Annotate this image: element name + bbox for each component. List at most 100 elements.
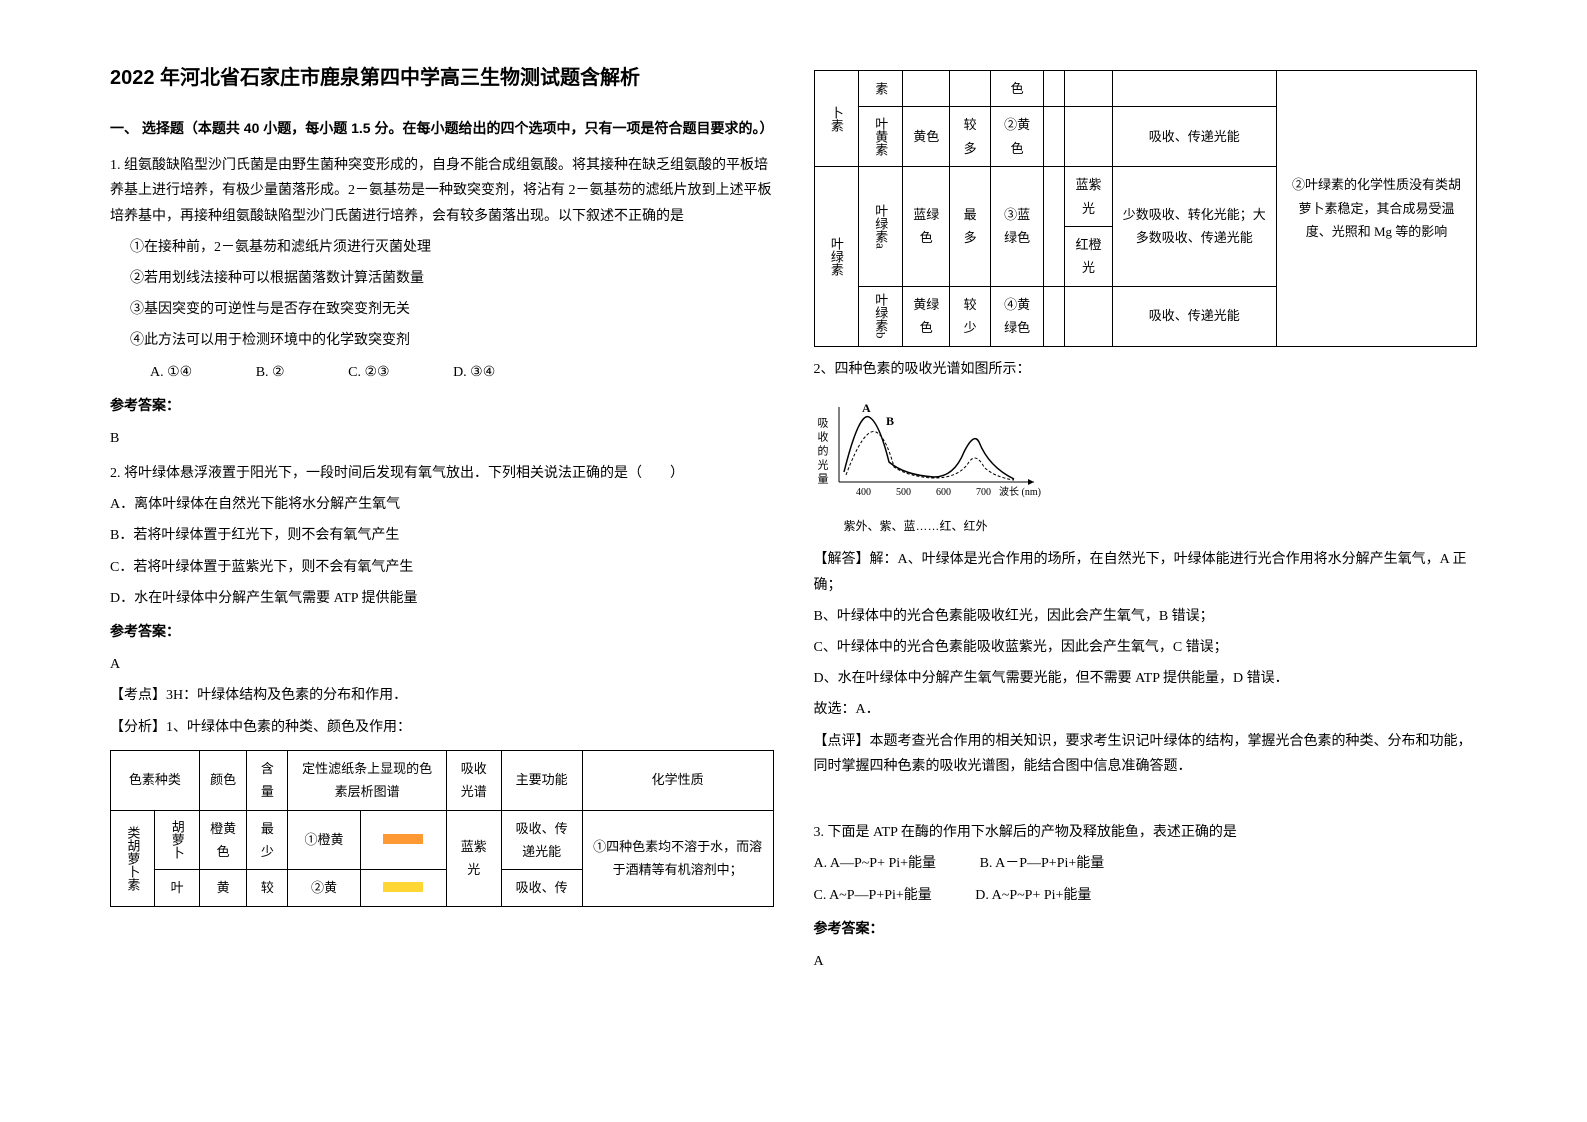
q2-explain-d: D、水在叶绿体中分解产生氧气需要光能，但不需要 ATP 提供能量，D 错误． [814,666,1478,691]
rcont-r1c8 [1112,71,1276,107]
th-function: 主要功能 [501,750,582,810]
th-amount: 含量 [247,750,288,810]
curve-b [846,431,1014,479]
rcont-r2c7 [1065,107,1112,167]
rcont-r2c6 [1044,107,1065,167]
xlabel: 波长 (nm) [999,485,1041,498]
q2-opt-d: D．水在叶绿体中分解产生氧气需要 ATP 提供能量 [110,586,774,611]
rcont-r3c2: 叶绿素a [858,167,902,287]
ylabel-5: 量 [816,472,829,483]
xtick-700: 700 [976,487,991,498]
curve-b-label: B [886,414,894,428]
q2-explain-b: B、叶绿体中的光合色素能吸收红光，因此会产生氧气，B 错误； [814,604,1478,629]
q2-explain-a: 【解答】解：A、叶绿体是光合作用的场所，在自然光下，叶绿体能进行光合作用将水分解… [814,547,1478,597]
ylabel-4: 光 [816,457,829,470]
spectrum-intro: 2、四种色素的吸收光谱如图所示： [814,357,1478,382]
q1-choices: A. ①④ B. ② C. ②③ D. ③④ [110,360,774,385]
rcont-r1c3 [903,71,950,107]
q2-explain-c: C、叶绿体中的光合色素能吸收蓝紫光，因此会产生氧气，C 错误； [814,635,1478,660]
pigment-table-left: 色素种类 颜色 含量 定性滤纸条上显现的色素层析图谱 吸收光谱 主要功能 化学性… [110,750,774,907]
rcont-r3c4: 最多 [950,167,991,287]
rcont-c1: 卜素 [814,71,858,167]
rcont-r1c5: 色 [990,71,1044,107]
q2-answer: A [110,652,774,677]
curve-a [844,416,1014,478]
rcont-r1c7 [1065,71,1112,107]
right-column: 卜素 素 色 ②叶绿素的化学性质没有类胡萝卜素稳定，其合成易受温度、光照和 Mg… [794,60,1498,1062]
r1c4: 最少 [247,810,288,870]
rcont-r2c4: 较多 [950,107,991,167]
xtick-400: 400 [856,487,871,498]
rcont-chem: ②叶绿素的化学性质没有类胡萝卜素稳定，其合成易受温度、光照和 Mg 等的影响 [1277,71,1477,347]
x-arrow [1028,479,1034,485]
q2-analysis-label: 【考点】3H：叶绿体结构及色素的分布和作用． [110,683,774,708]
th-chem: 化学性质 [582,750,773,810]
q1-opt2: ②若用划线法接种可以根据菌落数计算活菌数量 [110,266,774,291]
rcont-r3c6 [1044,167,1065,287]
q3-opts-row2: C. A~P—P+Pi+能量 D. A~P~P+ Pi+能量 [814,883,1478,908]
absorption-spectrum-chart: 吸 收 的 光 量 A B 400 500 600 700 波长 (nm) 紫外… [814,397,1478,538]
r1c5: ①橙黄 [288,810,360,870]
rcont-r3c1: 叶绿素 [814,167,858,346]
question-1: 1. 组氨酸缺陷型沙门氏菌是由野生菌种突变形成的，自身不能合成组氨酸。将其接种在… [110,153,774,451]
curve-a-label: A [862,401,871,415]
q3-answer-label: 参考答案： [814,916,1478,941]
q1-opt4: ④此方法可以用于检测环境中的化学致突变剂 [110,328,774,353]
rcont-r4c5: ④黄绿色 [990,286,1044,346]
q1-opt1: ①在接种前，2－氨基芴和滤纸片须进行灭菌处理 [110,235,774,260]
rcont-r3c3: 蓝绿色 [903,167,950,287]
r2c8-partial: 吸收、传 [501,870,582,906]
rcont-r4c3: 黄绿色 [903,286,950,346]
r1c2: 胡萝卜 [155,810,199,870]
question-3: 3. 下面是 ATP 在酶的作用下水解后的产物及释放能鱼，表述正确的是 A. A… [814,820,1478,974]
rcont-r3c7b: 红橙光 [1065,226,1112,286]
th-type: 色素种类 [111,750,200,810]
rcont-r1c4 [950,71,991,107]
rcont-r2c3: 黄色 [903,107,950,167]
q2-stem: 2. 将叶绿体悬浮液置于阳光下，一段时间后发现有氧气放出．下列相关说法正确的是（… [110,461,774,486]
band-orange [360,810,446,870]
q1-choice-d: D. ③④ [453,365,495,380]
r2c5-partial: ②黄 [288,870,360,906]
q3-opt-d: D. A~P~P+ Pi+能量 [975,883,1091,908]
r1c9: ①四种色素均不溶于水，而溶于酒精等有机溶剂中； [582,810,773,906]
q2-opt-a: A．离体叶绿体在自然光下能将水分解产生氧气 [110,492,774,517]
spectrum-svg: 吸 收 的 光 量 A B 400 500 600 700 波长 (nm) [814,397,1054,507]
chart-caption: 紫外、紫、蓝……红、红外 [814,516,1478,538]
q3-opt-b: B. A－P—P+Pi+能量 [980,851,1105,876]
q1-answer-label: 参考答案： [110,393,774,418]
q3-opts-row1: A. A—P~P+ Pi+能量 B. A－P—P+Pi+能量 [814,851,1478,876]
band-yellow [360,870,446,906]
rcont-r2c5: ②黄色 [990,107,1044,167]
xtick-500: 500 [896,487,911,498]
th-color: 颜色 [199,750,247,810]
rcont-r3c5: ③蓝绿色 [990,167,1044,287]
q1-stem: 1. 组氨酸缺陷型沙门氏菌是由野生菌种突变形成的，自身不能合成组氨酸。将其接种在… [110,153,774,229]
q3-opt-a: A. A—P~P+ Pi+能量 [814,851,937,876]
r1c7: 蓝紫光 [447,810,502,906]
question-2: 2. 将叶绿体悬浮液置于阳光下，一段时间后发现有氧气放出．下列相关说法正确的是（… [110,461,774,907]
q1-choice-c: C. ②③ [348,365,389,380]
q1-opt3: ③基因突变的可逆性与是否存在致突变剂无关 [110,297,774,322]
q2-opt-c: C．若将叶绿体置于蓝紫光下，则不会有氧气产生 [110,555,774,580]
rcont-r3c8: 少数吸收、转化光能；大多数吸收、传递光能 [1112,167,1276,287]
q3-answer: A [814,949,1478,974]
ylabel-3: 的 [816,443,829,456]
rcont-r1c2: 素 [858,71,902,107]
ylabel-2: 收 [816,429,829,442]
section-heading: 一、 选择题（本题共 40 小题，每小题 1.5 分。在每小题给出的四个选项中，… [110,116,774,141]
page-title: 2022 年河北省石家庄市鹿泉第四中学高三生物测试题含解析 [110,60,774,96]
r1c1: 类胡萝卜素 [111,810,155,906]
q1-choice-a: A. ①④ [150,365,192,380]
q2-opt-b: B．若将叶绿体置于红光下，则不会有氧气产生 [110,523,774,548]
th-band: 定性滤纸条上显现的色素层析图谱 [288,750,447,810]
r2c3-partial: 黄 [199,870,247,906]
rcont-r4c6 [1044,286,1065,346]
r1c8: 吸收、传递光能 [501,810,582,870]
r1c3: 橙黄色 [199,810,247,870]
q2-comment: 【点评】本题考查光合作用的相关知识，要求考生识记叶绿体的结构，掌握光合色素的种类… [814,729,1478,779]
th-spectrum: 吸收光谱 [447,750,502,810]
rcont-r4c4: 较少 [950,286,991,346]
q3-opt-c: C. A~P—P+Pi+能量 [814,883,932,908]
rcont-r2c8: 吸收、传递光能 [1112,107,1276,167]
